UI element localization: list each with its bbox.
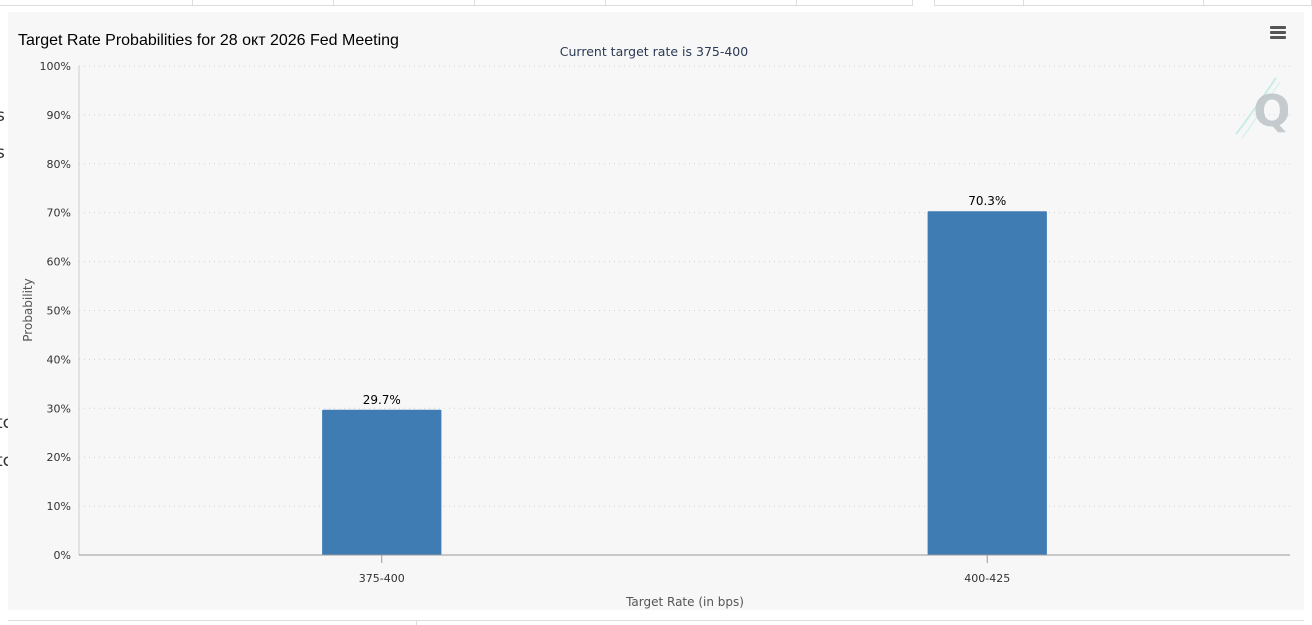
- chart-subtitle: Current target rate is 375-400: [560, 44, 748, 59]
- hamburger-menu-icon: [1270, 26, 1286, 29]
- table-cell: [8, 621, 417, 625]
- table-cell: [1023, 0, 1204, 6]
- x-axis-title: Target Rate (in bps): [625, 595, 744, 609]
- svg-text:Q: Q: [1253, 86, 1288, 137]
- y-tick-label: 0%: [54, 549, 71, 562]
- grid-lines: [79, 65, 1290, 507]
- table-cell: [193, 0, 334, 6]
- x-tick-label: 400-425: [964, 572, 1010, 585]
- table-cell: [797, 0, 913, 6]
- bar-chart: 0% 10% 20% 30% 40% 50% 60% 70% 80% 90% 100% 375-40…: [21, 44, 1290, 609]
- table-cell: [934, 0, 1024, 6]
- y-tick-label: 100%: [40, 60, 71, 73]
- table-cell: [606, 0, 797, 6]
- y-tick-label: 70%: [47, 207, 71, 220]
- data-labels: 29.7% 70.3%: [363, 194, 1007, 407]
- table-cell: [475, 0, 606, 6]
- table-cell: [334, 0, 475, 6]
- hamburger-menu-icon: [1270, 36, 1286, 39]
- y-tick-label: 80%: [47, 158, 71, 171]
- data-label: 29.7%: [363, 393, 401, 407]
- clipped-text-fragment: s: [0, 106, 5, 126]
- data-label: 70.3%: [968, 194, 1006, 208]
- y-tick-label: 30%: [47, 402, 71, 415]
- y-tick-label: 50%: [47, 305, 71, 318]
- table-cell: [0, 0, 193, 6]
- x-tick-labels: 375-400 400-425: [359, 555, 1010, 585]
- chart-container: 0% 10% 20% 30% 40% 50% 60% 70% 80% 90% 100% 375-40…: [8, 12, 1304, 610]
- y-tick-label: 40%: [47, 353, 71, 366]
- table-cell: [1204, 0, 1312, 6]
- hamburger-menu-icon: [1270, 31, 1286, 34]
- bar-400-425[interactable]: [927, 211, 1047, 555]
- y-tick-label: 10%: [47, 500, 71, 513]
- y-axis-title: Probability: [21, 278, 35, 341]
- chart-menu-button[interactable]: [1266, 22, 1290, 44]
- bottom-table-edge: [8, 620, 1304, 625]
- bar-375-400[interactable]: [322, 409, 442, 555]
- quikstrike-q-logo-icon: Q: [1235, 77, 1288, 139]
- y-tick-labels: 0% 10% 20% 30% 40% 50% 60% 70% 80% 90% 100%: [40, 60, 71, 562]
- y-tick-label: 60%: [47, 256, 71, 269]
- bars: [322, 211, 1047, 555]
- chart-title: Target Rate Probabilities for 28 окт 202…: [18, 32, 399, 49]
- y-tick-label: 90%: [47, 109, 71, 122]
- axes: [78, 66, 1290, 556]
- clipped-text-fragment: s: [0, 143, 5, 163]
- x-tick-label: 375-400: [359, 572, 405, 585]
- top-table-edge: [0, 0, 1312, 6]
- y-tick-label: 20%: [47, 451, 71, 464]
